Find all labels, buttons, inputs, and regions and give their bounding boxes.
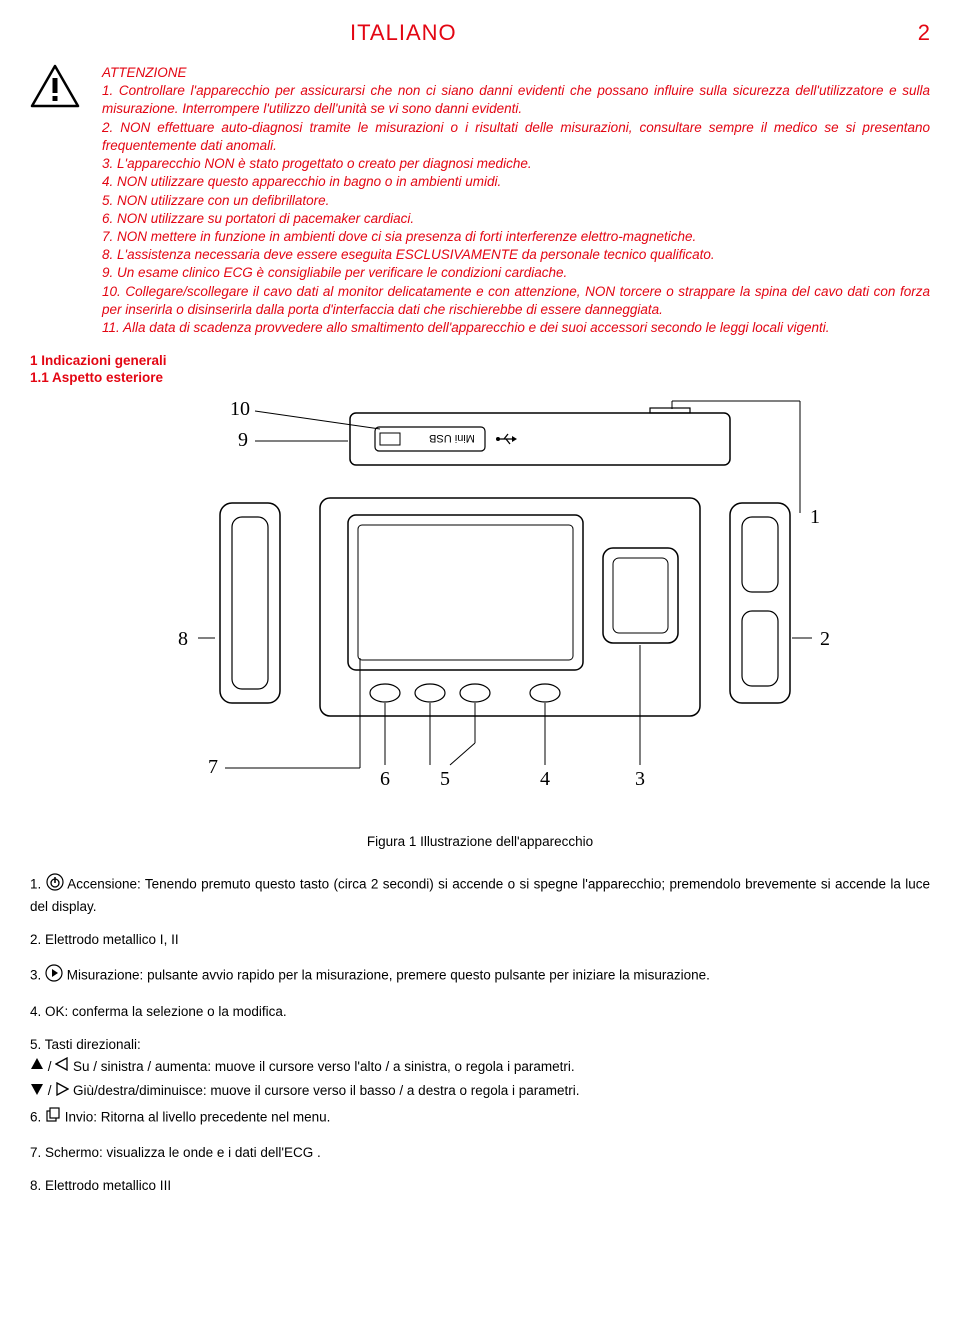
attention-block: ATTENZIONE 1. Controllare l'apparecchio … (30, 64, 930, 337)
page-header: ITALIANO 2 (30, 20, 930, 46)
desc-5-head: 5. Tasti direzionali: (30, 1035, 930, 1055)
attention-item: 5. NON utilizzare con un defibrillatore. (102, 192, 930, 210)
attention-item: 10. Collegare/scollegare il cavo dati al… (102, 283, 930, 319)
svg-text:Mini USB: Mini USB (429, 432, 475, 444)
down-arrow-icon (30, 1082, 44, 1102)
section-1-heading: 1 Indicazioni generali (30, 353, 930, 368)
callout-10: 10 (230, 398, 250, 420)
desc-7: 7. Schermo: visualizza le onde e i dati … (30, 1143, 930, 1163)
desc-1-text: Accensione: Tenendo premuto questo tasto… (30, 877, 930, 914)
desc-6-num: 6. (30, 1109, 45, 1124)
desc-3-text: Misurazione: pulsante avvio rapido per l… (67, 967, 710, 982)
callout-1: 1 (810, 506, 820, 528)
desc-3: 3. Misurazione: pulsante avvio rapido pe… (30, 964, 930, 988)
power-icon (46, 873, 64, 897)
desc-5b-text: Giù/destra/diminuisce: muove il cursore … (73, 1083, 579, 1098)
attention-item: 1. Controllare l'apparecchio per assicur… (102, 82, 930, 118)
attention-item: 11. Alla data di scadenza provvedere all… (102, 319, 930, 337)
attention-item: 3. L'apparecchio NON è stato progettato … (102, 155, 930, 173)
slash: / (48, 1083, 56, 1098)
desc-3-num: 3. (30, 967, 45, 982)
attention-item: 7. NON mettere in funzione in ambienti d… (102, 228, 930, 246)
desc-8: 8. Elettrodo metallico III (30, 1176, 930, 1196)
callout-8: 8 (178, 628, 188, 650)
play-icon (45, 964, 63, 988)
callout-3: 3 (635, 768, 645, 790)
desc-5: 5. Tasti direzionali: / Su / sinistra / … (30, 1035, 930, 1101)
desc-2: 2. Elettrodo metallico I, II (30, 930, 930, 950)
device-figure: Mini USB 10 9 1 8 2 (30, 393, 930, 816)
figure-caption: Figura 1 Illustrazione dell'apparecchio (30, 834, 930, 849)
callout-9: 9 (238, 429, 248, 451)
page-number: 2 (918, 20, 930, 46)
attention-heading: ATTENZIONE (102, 64, 930, 82)
callout-7: 7 (208, 756, 218, 778)
attention-item: 6. NON utilizzare su portatori di pacema… (102, 210, 930, 228)
desc-4: 4. OK: conferma la selezione o la modifi… (30, 1002, 930, 1022)
desc-6-text: Invio: Ritorna al livello precedente nel… (65, 1109, 331, 1124)
right-arrow-icon (55, 1082, 69, 1102)
desc-6: 6. Invio: Ritorna al livello precedente … (30, 1107, 930, 1129)
attention-item: 8. L'assistenza necessaria deve essere e… (102, 246, 930, 264)
return-icon (45, 1107, 61, 1129)
callout-5: 5 (440, 768, 450, 790)
attention-item: 2. NON effettuare auto-diagnosi tramite … (102, 119, 930, 155)
callout-6: 6 (380, 768, 390, 790)
attention-content: ATTENZIONE 1. Controllare l'apparecchio … (102, 64, 930, 337)
attention-item: 4. NON utilizzare questo apparecchio in … (102, 173, 930, 191)
warning-icon (30, 64, 80, 337)
left-arrow-icon (55, 1057, 69, 1077)
up-arrow-icon (30, 1057, 44, 1077)
desc-1-num: 1. (30, 877, 46, 892)
callout-4: 4 (540, 768, 550, 790)
callout-2: 2 (820, 628, 830, 650)
desc-1: 1. Accensione: Tenendo premuto questo ta… (30, 873, 930, 916)
attention-item: 9. Un esame clinico ECG è consigliabile … (102, 264, 930, 282)
slash: / (48, 1059, 56, 1074)
desc-5a-text: Su / sinistra / aumenta: muove il cursor… (73, 1059, 575, 1074)
header-title: ITALIANO (350, 20, 457, 46)
section-1-1-heading: 1.1 Aspetto esteriore (30, 370, 930, 385)
